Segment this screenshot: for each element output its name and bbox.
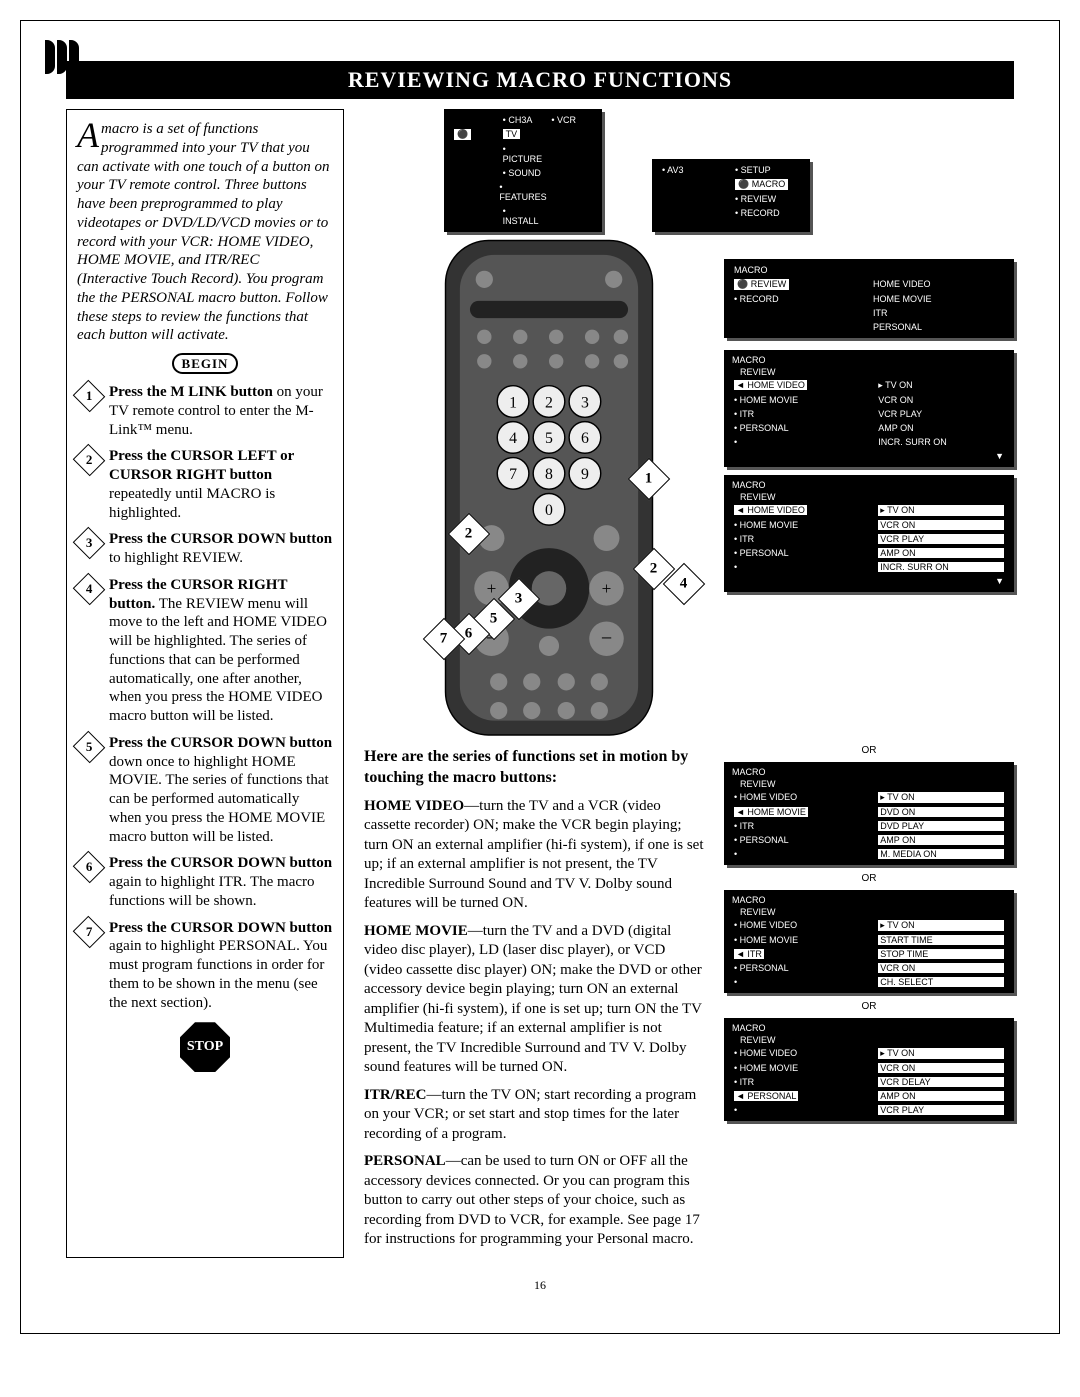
intro-text: macro is a set of functions programmed i…: [77, 121, 329, 343]
step-number: 6: [73, 851, 106, 884]
step-text: Press the CURSOR DOWN button again to hi…: [109, 919, 333, 1013]
svg-text:4: 4: [509, 430, 517, 447]
svg-text:0: 0: [545, 502, 553, 519]
step-3: 3Press the CURSOR DOWN button to highlig…: [77, 530, 333, 568]
macro-descriptions: Here are the series of functions set in …: [364, 739, 704, 1258]
page-number: 16: [66, 1278, 1014, 1293]
step-text: Press the CURSOR DOWN button down once t…: [109, 734, 333, 847]
steps-column: A macro is a set of functions programmed…: [66, 109, 344, 1258]
review-menu-personal: MACROREVIEW• HOME VIDEO▸ TV ON• HOME MOV…: [724, 1018, 1014, 1121]
svg-text:−: −: [601, 627, 612, 649]
page-title: REVIEWING MACRO FUNCTIONS: [66, 61, 1014, 99]
review-menu-itr: MACROREVIEW• HOME VIDEO▸ TV ON• HOME MOV…: [724, 890, 1014, 993]
or-label: OR: [724, 873, 1014, 884]
step-6: 6Press the CURSOR DOWN button again to h…: [77, 854, 333, 910]
step-number: 3: [73, 527, 106, 560]
step-7: 7Press the CURSOR DOWN button again to h…: [77, 919, 333, 1013]
manual-page: REVIEWING MACRO FUNCTIONS A macro is a s…: [20, 20, 1060, 1334]
step-text: Press the CURSOR DOWN button again to hi…: [109, 854, 333, 910]
svg-text:+: +: [602, 579, 612, 598]
macro-desc: HOME VIDEO—turn the TV and a VCR (video …: [364, 797, 704, 914]
svg-text:8: 8: [545, 466, 553, 483]
svg-text:6: 6: [581, 430, 589, 447]
lower-menus: OR MACROREVIEW• HOME VIDEO▸ TV ON◄ HOME …: [724, 739, 1014, 1258]
main-content: A macro is a set of functions programmed…: [66, 109, 1014, 1258]
stop-badge: STOP: [77, 1022, 333, 1072]
or-label: OR: [724, 1001, 1014, 1012]
review-menu-2: MACROREVIEW◄ HOME VIDEO▸ TV ON• HOME MOV…: [724, 475, 1014, 592]
illustration-column: • CH3A• VCR⚫TV• PICTURE• SOUND• FEATURES…: [364, 109, 1014, 1258]
step-text: Press the CURSOR DOWN button to highligh…: [109, 530, 333, 568]
svg-text:2: 2: [545, 394, 553, 411]
step-number: 5: [73, 730, 106, 763]
bottom-section: Here are the series of functions set in …: [364, 739, 1014, 1258]
step-1: 1Press the M LINK button on your TV remo…: [77, 383, 333, 439]
svg-text:+: +: [487, 579, 497, 598]
svg-text:1: 1: [509, 394, 517, 411]
step-number: 1: [73, 380, 106, 413]
step-number: 2: [73, 444, 106, 477]
macro-desc: ITR/REC—turn the TV ON; start recording …: [364, 1086, 704, 1145]
macro-menu: MACRO⚫ REVIEWHOME VIDEO• RECORDHOME MOVI…: [724, 259, 1014, 338]
begin-label: BEGIN: [172, 353, 239, 374]
svg-text:5: 5: [545, 430, 553, 447]
or-label: OR: [724, 745, 1014, 756]
step-text: Press the CURSOR LEFT or CURSOR RIGHT bu…: [109, 447, 333, 522]
review-menu-1: MACROREVIEW◄ HOME VIDEO▸ TV ON• HOME MOV…: [724, 350, 1014, 467]
step-number: 4: [73, 572, 106, 605]
svg-text:3: 3: [581, 394, 589, 411]
svg-text:7: 7: [509, 466, 517, 483]
step-number: 7: [73, 915, 106, 948]
step-2: 2Press the CURSOR LEFT or CURSOR RIGHT b…: [77, 447, 333, 522]
begin-badge: BEGIN: [77, 355, 333, 373]
review-menu-homemovie: MACROREVIEW• HOME VIDEO▸ TV ON◄ HOME MOV…: [724, 762, 1014, 865]
stop-label: STOP: [180, 1022, 230, 1072]
dropcap: A: [77, 120, 99, 150]
remote-svg: 1 2 3 4 5 6 7 8 9 0: [434, 229, 664, 747]
logo-icon: [45, 40, 79, 74]
intro-paragraph: A macro is a set of functions programmed…: [77, 120, 333, 345]
macro-desc: PERSONAL—can be used to turn ON or OFF a…: [364, 1152, 704, 1250]
step-4: 4Press the CURSOR RIGHT button. The REVI…: [77, 576, 333, 726]
macro-heading: Here are the series of functions set in …: [364, 747, 704, 789]
remote-control-illustration: 1 2 3 4 5 6 7 8 9 0: [384, 109, 714, 747]
remote-and-menus: • CH3A• VCR⚫TV• PICTURE• SOUND• FEATURES…: [364, 109, 1014, 729]
step-5: 5Press the CURSOR DOWN button down once …: [77, 734, 333, 847]
svg-text:9: 9: [581, 466, 589, 483]
step-text: Press the CURSOR RIGHT button. The REVIE…: [109, 576, 333, 726]
step-text: Press the M LINK button on your TV remot…: [109, 383, 333, 439]
side-menus: MACRO⚫ REVIEWHOME VIDEO• RECORDHOME MOVI…: [724, 109, 1014, 600]
macro-desc: HOME MOVIE—turn the TV and a DVD (digita…: [364, 922, 704, 1078]
